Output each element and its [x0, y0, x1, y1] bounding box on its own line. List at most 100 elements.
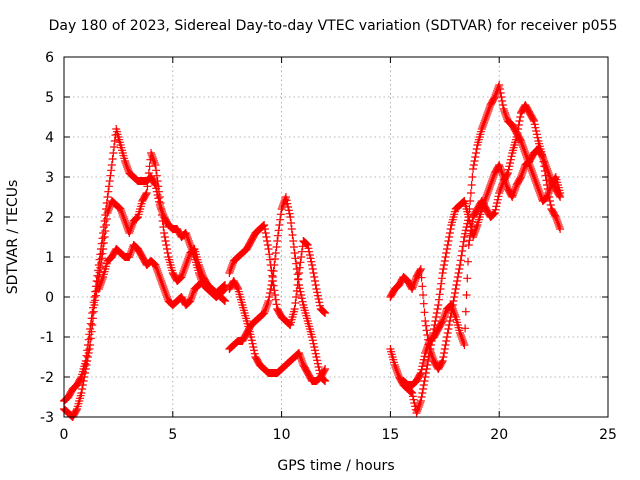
data-point-interp: [247, 336, 256, 345]
data-point-interp: [542, 176, 551, 185]
data-point-interp: [409, 395, 418, 404]
data-point-interp: [459, 237, 468, 246]
data-point-interp: [417, 273, 426, 282]
data-point-interp: [97, 277, 106, 285]
data-point-interp: [306, 254, 315, 263]
data-point-interp: [316, 301, 325, 310]
data-point-interp: [154, 194, 163, 203]
data-point-interp: [186, 295, 195, 303]
data-point-interp: [441, 309, 450, 317]
data-point-interp: [262, 303, 271, 311]
data-point-interp: [178, 271, 187, 279]
data-point-interp: [411, 275, 420, 283]
data-point-interp: [292, 287, 301, 295]
data-point-interp: [440, 313, 449, 321]
data-point-interp: [126, 225, 135, 233]
data-point-interp: [141, 190, 150, 199]
data-point: [464, 241, 473, 249]
data-point-interp: [298, 359, 307, 367]
data-point-interp: [546, 201, 555, 209]
data-point: [81, 365, 90, 373]
data-point-interp: [433, 305, 442, 313]
data-point-interp: [297, 357, 306, 365]
data-point-interp: [295, 351, 304, 359]
data-point-interp: [182, 231, 191, 239]
data-point-interp: [437, 279, 446, 288]
data-point-interp: [540, 167, 549, 175]
data-point-interp: [159, 223, 168, 231]
data-point-interp: [508, 191, 517, 199]
data-point-interp: [292, 259, 301, 268]
data-point-interp: [484, 187, 493, 195]
data-point: [147, 149, 156, 157]
data-point-interp: [452, 281, 461, 289]
data-point-interp: [466, 227, 475, 235]
data-point-interp: [496, 89, 505, 97]
data-point-interp: [310, 273, 319, 281]
data-point-interp: [196, 265, 205, 273]
y-tick-label: 1: [45, 250, 54, 266]
data-point-interp: [498, 181, 507, 189]
data-point: [181, 261, 190, 269]
data-point-interp: [260, 225, 269, 233]
data-point-interp: [320, 366, 329, 375]
data-point-interp: [291, 254, 300, 263]
data-point-interp: [445, 317, 454, 325]
data-point-interp: [471, 225, 480, 233]
data-point: [503, 169, 512, 177]
data-point-interp: [121, 219, 130, 227]
data-point: [103, 193, 112, 201]
data-point-interp: [446, 225, 455, 233]
data-point-interp: [436, 285, 445, 293]
data-point-interp: [155, 271, 164, 279]
data-point-interp: [154, 182, 163, 191]
y-axis-title: SDTVAR / TECUs: [5, 180, 21, 295]
data-point-interp: [465, 236, 474, 245]
data-point-interp: [285, 320, 294, 329]
data-point-interp: [448, 303, 457, 311]
data-point: [286, 213, 295, 221]
data-point-interp: [524, 159, 533, 167]
data-point-interp: [100, 217, 109, 225]
data-point-interp: [276, 210, 285, 219]
data-point-interp: [271, 291, 280, 299]
data-point-interp: [497, 183, 506, 191]
data-point-interp: [530, 120, 539, 129]
data-point: [556, 189, 565, 197]
data-point: [194, 261, 203, 269]
data-point-interp: [503, 170, 512, 179]
data-point-interp: [189, 245, 198, 254]
data-point-interp: [533, 183, 542, 191]
data-point: [295, 349, 304, 357]
data-point-interp: [498, 97, 507, 105]
data-point: [525, 161, 534, 169]
data-point-interp: [468, 217, 477, 226]
data-point-interp: [178, 269, 187, 277]
data-point-interp: [310, 346, 319, 355]
data-point-interp: [458, 242, 467, 251]
data-point: [86, 341, 95, 349]
data-point: [107, 161, 116, 169]
data-point-interp: [197, 269, 206, 277]
data-point-interp: [408, 392, 417, 401]
data-point-interp: [289, 243, 298, 251]
data-point-interp: [158, 281, 167, 289]
data-point-interp: [450, 293, 459, 301]
data-point-interp: [527, 165, 536, 173]
data-point-interp: [287, 219, 296, 227]
data-point: [508, 193, 517, 201]
data-point: [225, 269, 234, 277]
data-point-interp: [513, 129, 522, 137]
data-point-interp: [435, 290, 444, 299]
data-point-interp: [273, 231, 282, 240]
data-point-interp: [308, 265, 317, 273]
data-point-interp: [490, 94, 499, 103]
data-point-interp: [506, 159, 515, 167]
data-point-interp: [445, 233, 454, 241]
data-point-interp: [308, 336, 317, 345]
data-point-interp: [319, 307, 328, 316]
data-point-interp: [532, 130, 541, 139]
data-point-interp: [464, 216, 473, 225]
data-point-interp: [109, 149, 118, 157]
data-point-interp: [552, 215, 561, 223]
